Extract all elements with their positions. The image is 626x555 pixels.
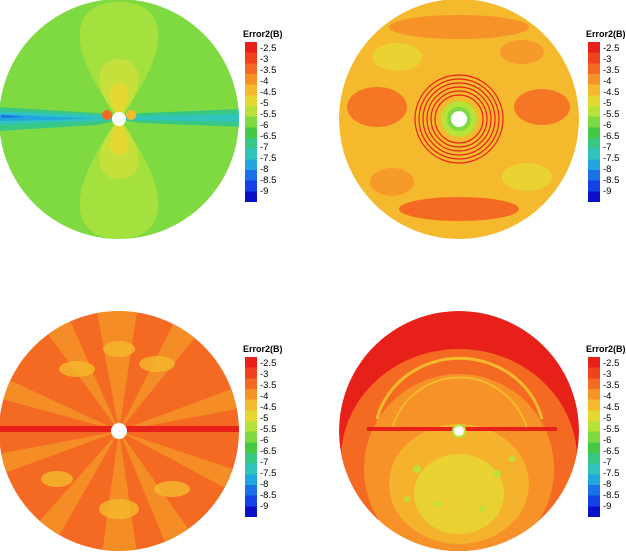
colorbar-tick-label: -3: [603, 53, 612, 65]
colorbar-title: Error2(B): [243, 29, 283, 39]
colorbar-tick-label: -9: [260, 186, 269, 198]
colorbar-tick-label: -2.5: [260, 42, 277, 54]
panel-top-left: Error2(B) -2.5 -3 -3.5 -4 -4.5 -5 -5.5 -6 -6.5 -7…: [0, 0, 313, 277]
colorbar-tick-label: -5: [603, 412, 612, 424]
colorbar-tick-label: -3: [260, 53, 269, 65]
colorbar-tick-label: -8.5: [603, 490, 620, 501]
colorbar: Error2(B) -2.5 -3 -3.5 -4 -4.5 -5 -5.5 -6 -6.5 -7…: [243, 344, 305, 525]
panel-bottom-right: Error2(B) -2.5 -3 -3.5 -4 -4.5 -5 -5.5 -6 -6.5 -7…: [339, 311, 626, 555]
colorbar-tick-label: -7: [260, 456, 269, 468]
colorbar-tick-label: -7.5: [603, 468, 620, 479]
colorbar-tick-label: -5: [603, 97, 612, 109]
colorbar-tick-label: -2.5: [603, 357, 620, 369]
colorbar-tick-label: -9: [603, 501, 612, 513]
colorbar-tick-label: -6: [603, 119, 612, 131]
colorbar-tick-label: -4.5: [603, 401, 620, 413]
panel-bottom-left: Error2(B) -2.5 -3 -3.5 -4 -4.5 -5 -5.5 -6 -6.5 -7…: [0, 311, 313, 555]
colorbar-tick-label: -4.5: [260, 401, 277, 413]
colorbar-tick-label: -7.5: [260, 468, 277, 479]
colorbar-tick-label: -5.5: [603, 108, 620, 120]
colorbar-tick-label: -4: [260, 75, 269, 87]
colorbar-tick-label: -8.5: [260, 490, 277, 501]
contour-disk: [0, 311, 239, 551]
colorbar: Error2(B) -2.5 -3 -3.5 -4 -4.5 -5 -5.5 -6 -6.5 -7…: [243, 29, 305, 210]
contour-disk: [0, 0, 239, 239]
colorbar-tick-label: -7.5: [260, 153, 277, 164]
colorbar-gradient: [245, 42, 257, 202]
colorbar-tick-label: -5.5: [260, 108, 277, 120]
colorbar-tick-label: -7: [603, 141, 612, 153]
colorbar: Error2(B) -2.5 -3 -3.5 -4 -4.5 -5 -5.5 -6 -6.5 -7…: [586, 344, 626, 525]
colorbar-tick-label: -3: [603, 368, 612, 380]
colorbar-tick-label: -3: [260, 368, 269, 380]
colorbar-tick-label: -8: [260, 479, 269, 490]
colorbar-gradient: [245, 357, 257, 517]
colorbar-tick-label: -6.5: [603, 445, 620, 457]
colorbar-gradient: [588, 42, 600, 202]
colorbar-tick-label: -3.5: [603, 379, 620, 391]
colorbar-tick-label: -7: [603, 456, 612, 468]
colorbar-tick-label: -2.5: [603, 42, 620, 54]
colorbar-tick-label: -3.5: [603, 64, 620, 76]
colorbar-tick-label: -2.5: [260, 357, 277, 369]
colorbar: Error2(B) -2.5 -3 -3.5 -4 -4.5 -5 -5.5 -6 -6.5 -7…: [586, 29, 626, 210]
contour-disk: [339, 311, 579, 551]
colorbar-tick-label: -6.5: [260, 445, 277, 457]
colorbar-tick-label: -6: [260, 434, 269, 446]
colorbar-tick-label: -8.5: [260, 175, 277, 186]
colorbar-title: Error2(B): [586, 344, 626, 354]
panel-top-right: Error2(B) -2.5 -3 -3.5 -4 -4.5 -5 -5.5 -6 -6.5 -7…: [339, 0, 626, 277]
colorbar-tick-label: -8: [603, 479, 612, 490]
colorbar-tick-label: -4: [603, 390, 612, 402]
colorbar-tick-label: -5: [260, 412, 269, 424]
colorbar-tick-label: -7: [260, 141, 269, 153]
colorbar-title: Error2(B): [243, 344, 283, 354]
colorbar-tick-label: -6: [603, 434, 612, 446]
colorbar-tick-label: -4.5: [603, 86, 620, 98]
colorbar-tick-label: -9: [603, 186, 612, 198]
colorbar-tick-label: -5: [260, 97, 269, 109]
colorbar-tick-label: -4: [603, 75, 612, 87]
colorbar-tick-label: -3.5: [260, 379, 277, 391]
colorbar-tick-label: -9: [260, 501, 269, 513]
colorbar-tick-label: -3.5: [260, 64, 277, 76]
colorbar-tick-label: -5.5: [603, 423, 620, 435]
contour-disk: [339, 0, 579, 239]
colorbar-tick-label: -4.5: [260, 86, 277, 98]
colorbar-tick-label: -8: [603, 164, 612, 175]
colorbar-tick-label: -4: [260, 390, 269, 402]
colorbar-tick-label: -7.5: [603, 153, 620, 164]
colorbar-tick-label: -8.5: [603, 175, 620, 186]
colorbar-title: Error2(B): [586, 29, 626, 39]
colorbar-tick-label: -6: [260, 119, 269, 131]
colorbar-tick-label: -6.5: [260, 130, 277, 142]
colorbar-tick-label: -5.5: [260, 423, 277, 435]
colorbar-tick-label: -8: [260, 164, 269, 175]
colorbar-tick-label: -6.5: [603, 130, 620, 142]
colorbar-gradient: [588, 357, 600, 517]
